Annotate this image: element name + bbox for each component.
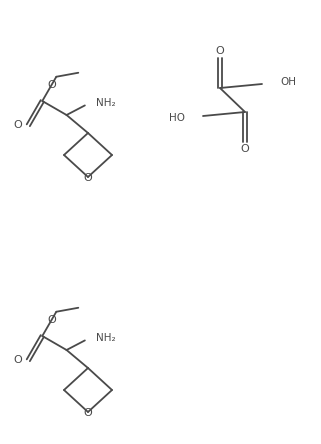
Text: O: O: [13, 355, 22, 365]
Text: NH₂: NH₂: [96, 99, 116, 108]
Text: HO: HO: [169, 113, 185, 123]
Text: O: O: [241, 144, 249, 154]
Text: NH₂: NH₂: [96, 333, 116, 343]
Text: O: O: [84, 173, 92, 183]
Text: O: O: [47, 315, 56, 325]
Text: O: O: [84, 408, 92, 418]
Text: OH: OH: [280, 77, 296, 87]
Text: O: O: [216, 46, 224, 56]
Text: O: O: [47, 80, 56, 90]
Text: O: O: [13, 120, 22, 130]
